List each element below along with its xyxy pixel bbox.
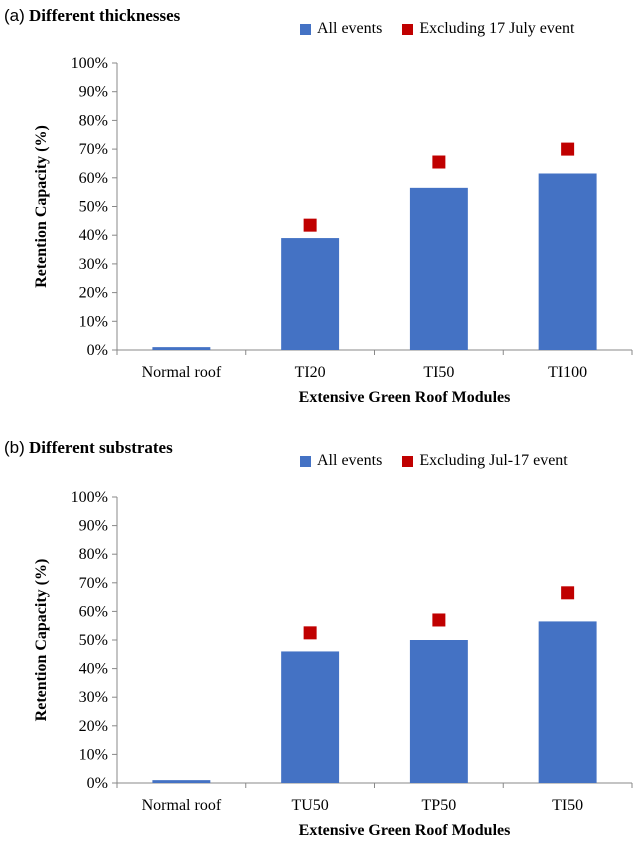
panel-title-text: Different thicknesses — [29, 6, 181, 25]
x-tick-label: TI20 — [295, 364, 326, 381]
legend-label: Excluding Jul-17 event — [419, 452, 568, 469]
y-axis-title: Retention Capacity (%) — [33, 125, 50, 288]
x-tick-label: Normal roof — [142, 797, 222, 814]
x-tick-label: TI50 — [552, 797, 583, 814]
legend-swatch-bar — [300, 455, 311, 467]
x-tick-label: Normal roof — [142, 364, 222, 381]
bar — [538, 621, 597, 783]
bar — [409, 187, 468, 350]
y-tick-label: 20% — [79, 285, 108, 302]
y-tick-label: 40% — [79, 227, 108, 244]
y-tick-label: 100% — [71, 489, 108, 506]
bar — [538, 173, 597, 350]
panel-letter: (a) — [4, 6, 25, 25]
y-tick-label: 80% — [79, 112, 108, 129]
y-tick-label: 100% — [71, 55, 108, 72]
bar — [281, 238, 340, 350]
legend-label: Excluding 17 July event — [419, 20, 575, 37]
x-axis-title: Extensive Green Roof Modules — [299, 822, 511, 839]
legend-swatch-marker — [402, 455, 414, 467]
chart-legend: All events Excluding 17 July event — [300, 20, 594, 38]
y-tick-label: 80% — [79, 546, 108, 563]
marker-point — [303, 218, 317, 232]
y-tick-label: 20% — [79, 718, 108, 735]
x-tick-label: TP50 — [422, 797, 457, 814]
y-tick-label: 70% — [79, 141, 108, 158]
chart-plot: 0% 10% 20% 30% 40% 50% 60% 70% 80% 90% 100% Normal … — [33, 55, 633, 406]
marker-point — [432, 613, 446, 627]
y-tick-label: 0% — [87, 342, 108, 359]
legend-swatch-bar — [300, 23, 311, 35]
marker-point — [432, 155, 446, 169]
y-tick-label: 30% — [79, 689, 108, 706]
y-tick-label: 70% — [79, 575, 108, 592]
y-tick-label: 50% — [79, 199, 108, 216]
chart-panel-b: (b) Different substrates All events Excl… — [0, 432, 637, 852]
y-tick-label: 40% — [79, 661, 108, 678]
y-tick-label: 90% — [79, 518, 108, 535]
y-tick-label: 10% — [79, 313, 108, 330]
legend-item-all-events: All events — [300, 452, 382, 470]
legend-swatch-marker — [402, 23, 414, 35]
legend-label: All events — [317, 20, 383, 37]
bar — [281, 651, 340, 783]
panel-letter: (b) — [4, 438, 25, 457]
legend-item-all-events: All events — [300, 20, 382, 38]
marker-point — [561, 142, 575, 156]
x-tick-label: TI100 — [548, 364, 587, 381]
y-tick-label: 10% — [79, 746, 108, 763]
marker-point — [561, 586, 575, 600]
y-tick-label: 50% — [79, 632, 108, 649]
legend-item-excluding: Excluding 17 July event — [402, 20, 574, 38]
x-tick-label: TI50 — [423, 364, 454, 381]
chart-panel-a: (a) Different thicknesses All events Exc… — [0, 0, 637, 420]
legend-label: All events — [317, 452, 383, 469]
chart-plot: 0% 10% 20% 30% 40% 50% 60% 70% 80% 90% 100% Normal … — [33, 489, 633, 839]
y-tick-label: 0% — [87, 775, 108, 792]
bar — [152, 347, 211, 350]
x-tick-label: TU50 — [291, 797, 328, 814]
y-tick-label: 60% — [79, 170, 108, 187]
bar — [152, 780, 211, 783]
legend-item-excluding: Excluding Jul-17 event — [402, 452, 568, 470]
y-tick-label: 90% — [79, 84, 108, 101]
y-tick-label: 60% — [79, 603, 108, 620]
chart-title: (a) Different thicknesses — [4, 6, 180, 26]
chart-title: (b) Different substrates — [4, 438, 173, 458]
x-axis-title: Extensive Green Roof Modules — [299, 389, 511, 406]
y-axis-title: Retention Capacity (%) — [33, 559, 50, 722]
bar — [409, 640, 468, 783]
chart-legend: All events Excluding Jul-17 event — [300, 452, 588, 470]
marker-point — [303, 626, 317, 640]
y-tick-label: 30% — [79, 256, 108, 273]
panel-title-text: Different substrates — [29, 438, 173, 457]
